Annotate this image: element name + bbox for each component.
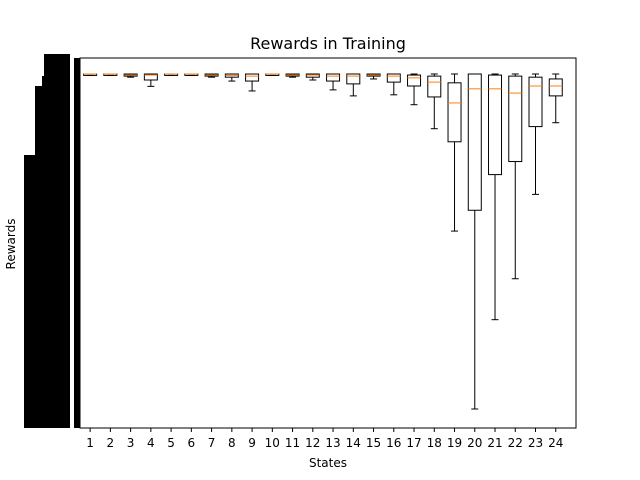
iqr-box	[407, 74, 422, 87]
x-tick-label: 9	[248, 436, 256, 450]
box-3	[123, 73, 138, 78]
iqr-box	[143, 73, 158, 81]
box-7	[204, 73, 219, 78]
x-tick-label: 10	[265, 436, 280, 450]
chart-title: Rewards in Training	[250, 34, 406, 53]
iqr-box	[488, 74, 503, 176]
iqr-box	[346, 73, 361, 85]
iqr-box	[305, 73, 320, 78]
iqr-box	[528, 76, 543, 128]
iqr-box	[326, 73, 341, 82]
y-tick-labels-overlap	[42, 76, 50, 96]
iqr-box	[386, 73, 401, 83]
box-21	[488, 73, 503, 321]
x-tick-label: 17	[406, 436, 421, 450]
box-10	[265, 73, 280, 76]
box-4	[143, 73, 158, 87]
x-tick-label: 24	[548, 436, 563, 450]
box-22	[508, 73, 523, 280]
x-tick-label: 13	[325, 436, 340, 450]
x-axis-ticks: 1 2 3 4 5 6 7 8 9 10 11 12 13 14 15 16 17 18 19 20 21 22 23 24	[86, 428, 563, 450]
x-tick-label: 6	[188, 436, 196, 450]
box-8	[224, 73, 239, 82]
x-tick-label: 15	[366, 436, 381, 450]
x-tick-label: 18	[427, 436, 442, 450]
plot-area	[83, 73, 563, 410]
iqr-box	[447, 82, 462, 143]
box-2	[103, 73, 118, 76]
iqr-box	[427, 75, 442, 98]
x-tick-label: 3	[127, 436, 135, 450]
box-23	[528, 73, 543, 195]
iqr-box	[467, 73, 482, 211]
x-tick-label: 8	[228, 436, 236, 450]
box-19	[447, 73, 462, 232]
box-9	[245, 73, 260, 92]
y-tick-label-block	[24, 54, 80, 428]
box-12	[305, 73, 320, 81]
iqr-box	[508, 75, 523, 163]
box-15	[366, 73, 381, 80]
x-tick-label: 14	[346, 436, 361, 450]
y-tick-labels-main	[44, 54, 70, 428]
x-tick-label: 19	[447, 436, 462, 450]
y-axis-label: Rewards	[4, 219, 18, 270]
box-14	[346, 73, 361, 97]
plot-frame	[79, 57, 577, 429]
x-tick-label: 2	[107, 436, 115, 450]
iqr-box	[548, 78, 563, 97]
x-tick-label: 21	[487, 436, 502, 450]
x-tick-label: 20	[467, 436, 482, 450]
box-20	[467, 73, 482, 410]
x-tick-label: 4	[147, 436, 155, 450]
box-5	[164, 73, 179, 76]
x-tick-label: 16	[386, 436, 401, 450]
box-13	[326, 73, 341, 91]
box-6	[184, 73, 199, 76]
x-tick-label: 1	[86, 436, 94, 450]
y-tick-marks	[74, 58, 80, 428]
x-tick-label: 7	[208, 436, 216, 450]
box-1	[83, 73, 98, 76]
box-18	[427, 73, 442, 130]
box-11	[285, 73, 300, 78]
x-tick-label: 12	[305, 436, 320, 450]
y-tick-labels-overlap	[24, 155, 38, 428]
box-17	[407, 73, 422, 106]
box-16	[386, 73, 401, 96]
x-tick-label: 11	[285, 436, 300, 450]
x-tick-label: 5	[167, 436, 175, 450]
iqr-box	[245, 73, 260, 82]
x-axis-label: States	[309, 456, 347, 470]
x-tick-label: 22	[508, 436, 523, 450]
x-tick-label: 23	[528, 436, 543, 450]
box-24	[548, 73, 563, 124]
